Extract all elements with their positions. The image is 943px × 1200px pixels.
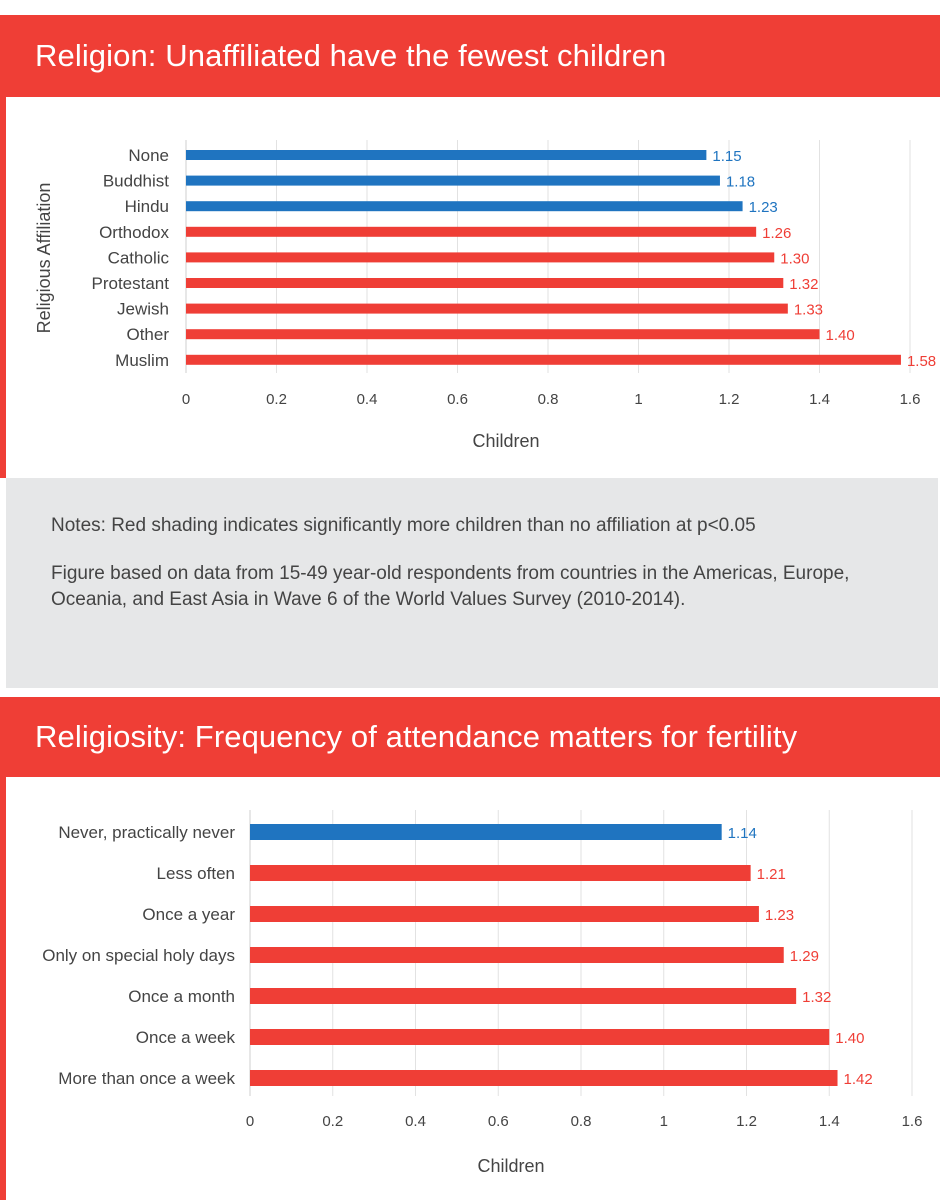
chart-religiosity: 0 0.2 0.4 0.6 0.8 1 1.2 1.4 1.6 Never, practicall… (42, 810, 923, 1176)
chart2-tick-label: 1.6 (902, 1113, 923, 1130)
chart2-bar-2 (250, 865, 751, 881)
left-accent-rail-1 (0, 15, 6, 478)
chart1-value-label: 1.26 (762, 225, 791, 242)
chart2-tick-label: 0.2 (322, 1113, 343, 1130)
chart2-tick-label: 0 (246, 1113, 254, 1130)
chart2-tick-label: 1.2 (736, 1113, 757, 1130)
chart1-bar-8 (186, 329, 820, 340)
chart2-value-label: 1.42 (844, 1071, 873, 1088)
chart1-bar-3 (186, 201, 743, 212)
chart1-tick-label: 0.4 (357, 391, 378, 408)
chart1-category-label: Other (126, 325, 169, 344)
chart2-value-label: 1.21 (757, 866, 786, 883)
chart-religion: 0 0.2 0.4 0.6 0.8 1 1.2 1.4 1.6 None 1.15 Buddhist 1… (34, 140, 936, 451)
chart2-value-label: 1.29 (790, 948, 819, 965)
left-accent-rail-2 (0, 697, 6, 1200)
chart1-tick-label: 1.6 (900, 391, 921, 408)
notes-significance: Notes: Red shading indicates significant… (51, 515, 756, 536)
chart1-bar-1 (186, 150, 707, 160)
section1-title: Religion: Unaffiliated have the fewest c… (35, 38, 667, 73)
chart1-tick-label: 1.4 (809, 391, 830, 408)
chart1-bar-7 (186, 303, 788, 314)
chart2-value-label: 1.32 (802, 989, 831, 1006)
chart1-tick-label: 1 (634, 391, 642, 408)
chart1-bar-4 (186, 226, 757, 237)
chart1-category-label: Catholic (108, 248, 170, 267)
chart2-tick-label: 1 (660, 1113, 668, 1130)
chart1-tick-label: 0 (182, 391, 190, 408)
chart1-tick-label: 0.8 (538, 391, 559, 408)
chart2-bar-1 (250, 824, 722, 840)
chart1-category-label: None (128, 146, 169, 165)
chart2-bar-4 (250, 947, 784, 963)
chart2-category-label: More than once a week (58, 1069, 235, 1088)
chart1-category-label: Jewish (117, 300, 169, 319)
chart1-bar-9 (186, 354, 901, 365)
chart1-category-label: Buddhist (103, 172, 169, 191)
chart2-category-label: Once a month (128, 987, 235, 1006)
chart1-bar-6 (186, 278, 784, 288)
section1-banner: Religion: Unaffiliated have the fewest c… (0, 15, 940, 97)
chart2-tick-label: 0.4 (405, 1113, 426, 1130)
chart2-category-label: Never, practically never (58, 823, 235, 842)
chart1-category-label: Muslim (115, 351, 169, 370)
chart1-y-axis-title: Religious Affiliation (34, 183, 54, 334)
section2-title: Religiosity: Frequency of attendance mat… (35, 719, 798, 754)
chart2-bar-7 (250, 1070, 838, 1086)
chart1-value-label: 1.32 (789, 276, 818, 293)
chart2-category-label: Less often (157, 864, 235, 883)
chart2-category-label: Only on special holy days (42, 946, 235, 965)
chart1-bar-5 (186, 252, 775, 263)
chart1-bar-2 (186, 175, 720, 186)
chart1-value-label: 1.30 (780, 250, 809, 267)
chart1-category-label: Hindu (125, 197, 169, 216)
chart1-tick-label: 0.2 (266, 391, 287, 408)
chart1-value-label: 1.15 (712, 148, 741, 165)
chart1-value-label: 1.18 (726, 174, 755, 191)
chart2-x-axis-title: Children (477, 1156, 544, 1176)
chart2-bar-5 (250, 988, 797, 1004)
chart1-x-axis-title: Children (472, 431, 539, 451)
chart2-bar-3 (250, 906, 759, 922)
notes-source: Figure based on data from 15-49 year-old… (51, 563, 850, 610)
chart1-tick-label: 1.2 (719, 391, 740, 408)
chart2-tick-label: 0.8 (571, 1113, 592, 1130)
chart2-tick-label: 0.6 (488, 1113, 509, 1130)
chart1-category-label: Protestant (92, 274, 170, 293)
chart1-tick-label: 0.6 (447, 391, 468, 408)
chart2-value-label: 1.40 (835, 1030, 864, 1047)
notes-box: Notes: Red shading indicates significant… (6, 478, 938, 688)
chart1-value-label: 1.40 (826, 327, 855, 344)
section2-banner: Religiosity: Frequency of attendance mat… (0, 697, 940, 777)
chart1-category-label: Orthodox (99, 223, 169, 242)
chart2-category-label: Once a year (142, 905, 235, 924)
chart2-tick-label: 1.4 (819, 1113, 840, 1130)
chart2-value-label: 1.23 (765, 907, 794, 924)
chart1-value-label: 1.58 (907, 353, 936, 370)
chart1-value-label: 1.23 (749, 199, 778, 216)
chart2-category-label: Once a week (136, 1028, 236, 1047)
chart1-value-label: 1.33 (794, 302, 823, 319)
chart2-bar-6 (250, 1029, 830, 1045)
chart2-value-label: 1.14 (728, 825, 757, 842)
